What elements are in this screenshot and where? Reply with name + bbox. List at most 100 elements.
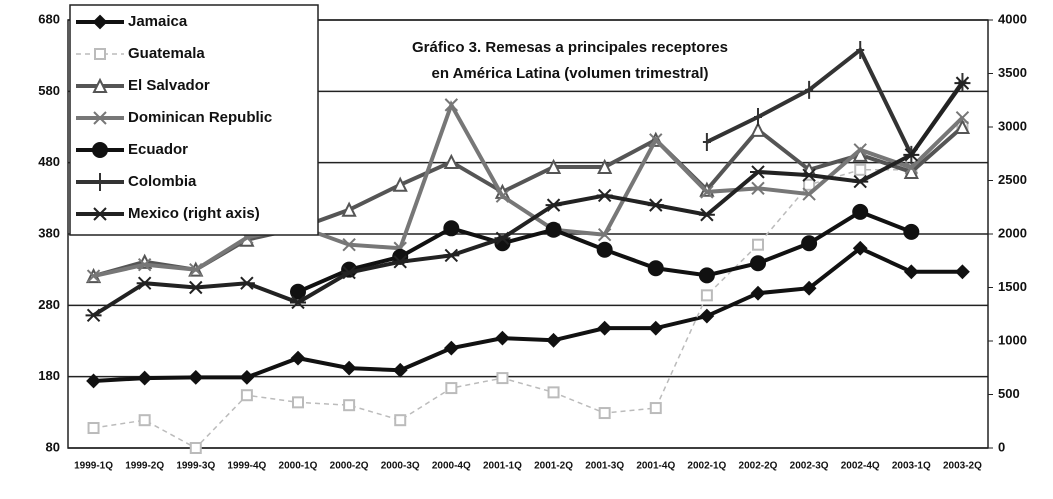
marker xyxy=(341,265,358,280)
y-tick-label: 380 xyxy=(38,225,60,240)
marker xyxy=(702,132,711,151)
marker xyxy=(754,108,762,127)
chart-title: en América Latina (volumen trimestral) xyxy=(431,65,708,82)
marker xyxy=(545,158,562,174)
marker xyxy=(443,248,460,263)
marker xyxy=(392,255,409,269)
marker xyxy=(750,285,766,301)
marker xyxy=(647,198,664,212)
marker xyxy=(803,178,816,191)
marker xyxy=(443,340,459,356)
chart-title: Gráfico 3. Remesas a principales recepto… xyxy=(412,39,728,56)
marker xyxy=(392,176,408,192)
marker xyxy=(649,402,662,415)
y2-tick-label: 0 xyxy=(998,439,1005,454)
series-line xyxy=(93,245,963,383)
y-tick-label: 80 xyxy=(46,439,60,454)
y-tick-label: 180 xyxy=(38,368,60,383)
legend-marker xyxy=(94,48,106,60)
marker xyxy=(904,160,919,175)
marker xyxy=(545,198,562,212)
legend-label: El Salvador xyxy=(128,77,210,94)
marker xyxy=(187,280,204,295)
marker xyxy=(698,208,715,222)
marker xyxy=(189,442,202,454)
legend-marker xyxy=(92,207,108,221)
legend-label: Dominican Republic xyxy=(128,109,272,126)
y2-tick-label: 3500 xyxy=(998,65,1027,80)
marker xyxy=(955,264,970,280)
x-tick-label: 2002-4Q xyxy=(841,461,880,472)
marker xyxy=(903,264,919,280)
marker xyxy=(750,255,766,272)
marker xyxy=(444,98,459,112)
marker xyxy=(596,241,613,258)
x-tick-label: 1999-2Q xyxy=(125,461,164,472)
marker xyxy=(394,414,407,427)
marker xyxy=(290,283,306,300)
marker xyxy=(597,228,612,242)
marker xyxy=(189,262,203,277)
legend-label: Mexico (right axis) xyxy=(128,205,260,222)
marker xyxy=(443,153,459,169)
marker xyxy=(545,221,562,238)
marker xyxy=(649,133,663,147)
y2-tick-label: 1500 xyxy=(998,279,1027,294)
legend-label: Ecuador xyxy=(128,141,188,158)
y2-tick-label: 2000 xyxy=(998,225,1027,240)
marker xyxy=(750,121,766,137)
x-tick-label: 2002-2Q xyxy=(739,461,778,472)
marker xyxy=(750,165,766,179)
marker xyxy=(805,80,814,99)
y2-tick-label: 2500 xyxy=(998,172,1027,187)
y2-tick-label: 1000 xyxy=(998,332,1027,347)
marker xyxy=(954,76,971,90)
marker xyxy=(852,240,868,256)
legend-marker xyxy=(93,111,107,125)
x-tick-label: 2001-4Q xyxy=(636,461,675,472)
marker xyxy=(598,407,611,420)
y2-tick-label: 500 xyxy=(998,386,1020,401)
marker xyxy=(955,111,970,125)
marker xyxy=(700,289,713,302)
x-tick-label: 2002-1Q xyxy=(687,461,726,472)
x-tick-label: 1999-1Q xyxy=(74,461,113,472)
x-tick-label: 2001-1Q xyxy=(483,461,522,472)
marker xyxy=(903,148,920,162)
legend-marker xyxy=(92,77,108,93)
series-line xyxy=(93,100,964,279)
y-tick-label: 280 xyxy=(38,297,60,312)
marker xyxy=(495,189,510,203)
series-line xyxy=(93,126,963,449)
legend-marker xyxy=(92,14,108,30)
marker xyxy=(699,308,715,324)
x-tick-label: 2003-2Q xyxy=(943,461,982,472)
marker xyxy=(751,181,765,196)
marker xyxy=(341,360,357,376)
x-tick-label: 2000-3Q xyxy=(381,461,420,472)
y-tick-label: 480 xyxy=(38,154,60,169)
marker xyxy=(290,350,306,366)
marker xyxy=(700,185,714,199)
marker xyxy=(188,369,204,385)
marker xyxy=(597,320,613,336)
marker xyxy=(647,260,664,277)
y2-tick-label: 3000 xyxy=(998,118,1027,133)
marker xyxy=(596,188,613,203)
marker xyxy=(547,386,560,399)
marker xyxy=(240,389,253,402)
marker xyxy=(138,414,151,427)
marker xyxy=(239,369,255,385)
marker xyxy=(903,223,920,240)
marker xyxy=(136,276,153,290)
marker xyxy=(597,158,613,174)
marker xyxy=(852,174,869,189)
marker xyxy=(445,382,458,395)
marker xyxy=(443,220,460,237)
marker xyxy=(648,320,664,336)
legend-marker xyxy=(96,173,104,191)
legend-label: Colombia xyxy=(128,173,197,190)
marker xyxy=(496,372,509,385)
marker xyxy=(853,143,867,157)
marker xyxy=(801,168,818,182)
